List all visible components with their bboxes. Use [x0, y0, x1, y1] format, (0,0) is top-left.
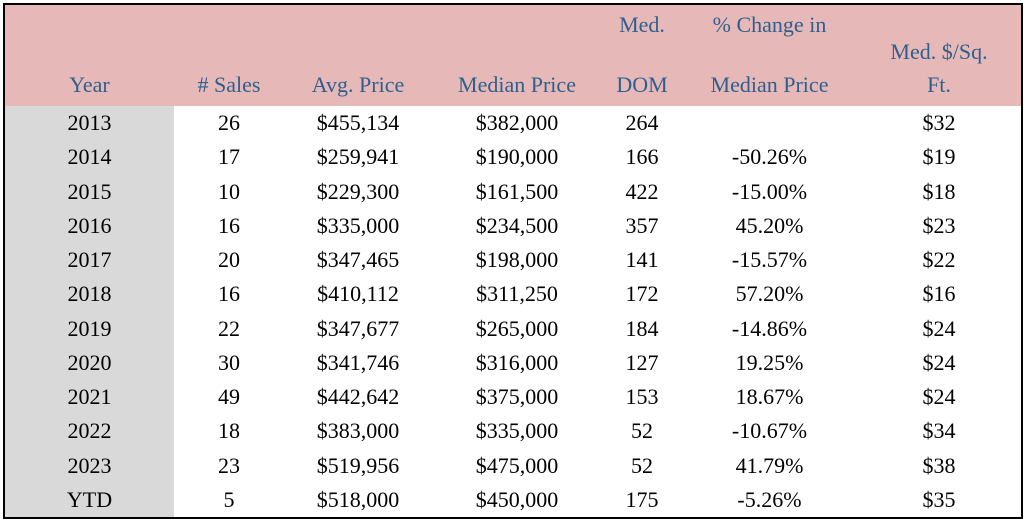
- table-cell: 49: [218, 384, 240, 410]
- row-label: 2016: [67, 212, 112, 238]
- table-cell: $259,941: [316, 144, 400, 170]
- table-cell: 166: [625, 144, 659, 170]
- row-label: 2023: [67, 452, 112, 478]
- table-cell: 141: [625, 247, 659, 273]
- table-cell: $347,677: [316, 315, 400, 341]
- table-cell: -10.67%: [731, 418, 808, 444]
- table-cell: 52: [631, 418, 653, 444]
- table-cell: $18: [922, 178, 956, 204]
- table-cell: -15.00%: [731, 178, 808, 204]
- table-cell: 57.20%: [735, 281, 804, 307]
- table-cell: $382,000: [475, 110, 559, 136]
- table-cell: $311,250: [476, 281, 558, 307]
- table-cell: 5: [223, 486, 235, 512]
- table-cell: $335,000: [475, 418, 559, 444]
- table-cell: -50.26%: [731, 144, 808, 170]
- header-cell: DOM: [616, 72, 668, 97]
- table-cell: 184: [625, 315, 659, 341]
- table-cell: $265,000: [475, 315, 559, 341]
- table-cell: $38: [922, 452, 956, 478]
- table-cell: 18.67%: [735, 384, 804, 410]
- table-cell: 52: [631, 452, 653, 478]
- table-cell: -5.26%: [737, 486, 802, 512]
- row-label: YTD: [66, 486, 113, 512]
- table-cell: $24: [922, 315, 956, 341]
- table-cell: $383,000: [316, 418, 400, 444]
- table-cell: $16: [922, 281, 956, 307]
- table-cell: 19.25%: [735, 349, 804, 375]
- header-cell: Ft.: [927, 72, 951, 97]
- table-cell: 17: [218, 144, 240, 170]
- table-cell: 26: [218, 110, 240, 136]
- table-cell: $455,134: [316, 110, 400, 136]
- table-cell: $229,300: [316, 178, 400, 204]
- header-cell: Avg. Price: [311, 72, 405, 97]
- table-cell: 41.79%: [735, 452, 804, 478]
- table-cell: $19: [922, 144, 956, 170]
- table-cell: 16: [218, 212, 240, 238]
- table-cell: 22: [218, 315, 240, 341]
- table-cell: $335,000: [316, 212, 400, 238]
- row-label: 2021: [67, 384, 112, 410]
- table-cell: $316,000: [475, 349, 559, 375]
- row-label: 2015: [67, 178, 112, 204]
- table-cell: $234,500: [475, 212, 559, 238]
- row-label: 2019: [67, 315, 112, 341]
- header-background: [5, 5, 1021, 106]
- table-cell: $375,000: [475, 384, 559, 410]
- table-cell: $450,000: [475, 486, 559, 512]
- header-cell: Med. $/Sq.: [890, 39, 988, 64]
- table-cell: $32: [922, 110, 956, 136]
- table-cell: 127: [625, 349, 659, 375]
- table-cell: 153: [625, 384, 659, 410]
- header-cell: % Change in: [712, 12, 827, 37]
- table-cell: 172: [625, 281, 659, 307]
- table-cell: 23: [218, 452, 240, 478]
- table-cell: 16: [218, 281, 240, 307]
- row-label: 2020: [67, 349, 112, 375]
- table-cell: $190,000: [475, 144, 559, 170]
- table-cell: $161,500: [475, 178, 559, 204]
- table-cell: 18: [218, 418, 240, 444]
- table-cell: 422: [625, 178, 659, 204]
- table-cell: $475,000: [475, 452, 559, 478]
- table-cell: $518,000: [316, 486, 400, 512]
- row-label: 2017: [67, 247, 112, 273]
- table-cell: $347,465: [316, 247, 400, 273]
- table-cell: $198,000: [475, 247, 559, 273]
- header-cell: Year: [69, 72, 110, 97]
- table-cell: 264: [625, 110, 659, 136]
- header-cell: Median Price: [458, 72, 576, 97]
- row-label: 2013: [67, 110, 112, 136]
- table-cell: $35: [922, 486, 956, 512]
- table-cell: $341,746: [316, 349, 400, 375]
- row-label: 2022: [67, 418, 112, 444]
- table-cell: $24: [922, 384, 956, 410]
- table-cell: $410,112: [317, 281, 399, 307]
- table-cell: -14.86%: [731, 315, 808, 341]
- table-cell: 45.20%: [735, 212, 804, 238]
- table-cell: 10: [218, 178, 240, 204]
- table-cell: 357: [625, 212, 659, 238]
- table-cell: 175: [625, 486, 659, 512]
- header-cell: # Sales: [197, 72, 261, 97]
- table: Year # Sales Avg. Price Median Price Med. DOM…: [3, 3, 1023, 519]
- table-cell: $519,956: [316, 452, 400, 478]
- table-cell: $22: [922, 247, 956, 273]
- year-column-background: [5, 106, 174, 517]
- table-cell: 20: [218, 247, 240, 273]
- table-cell: 30: [218, 349, 240, 375]
- table-cell: -15.57%: [731, 247, 808, 273]
- row-label: 2014: [67, 144, 112, 170]
- row-label: 2018: [67, 281, 112, 307]
- table-cell: $34: [922, 418, 956, 444]
- header-cell: Median Price: [710, 72, 829, 97]
- table-cell: $24: [922, 349, 956, 375]
- header-cell: Med.: [619, 12, 665, 37]
- table-cell: $23: [922, 212, 956, 238]
- table-cell: $442,642: [316, 384, 400, 410]
